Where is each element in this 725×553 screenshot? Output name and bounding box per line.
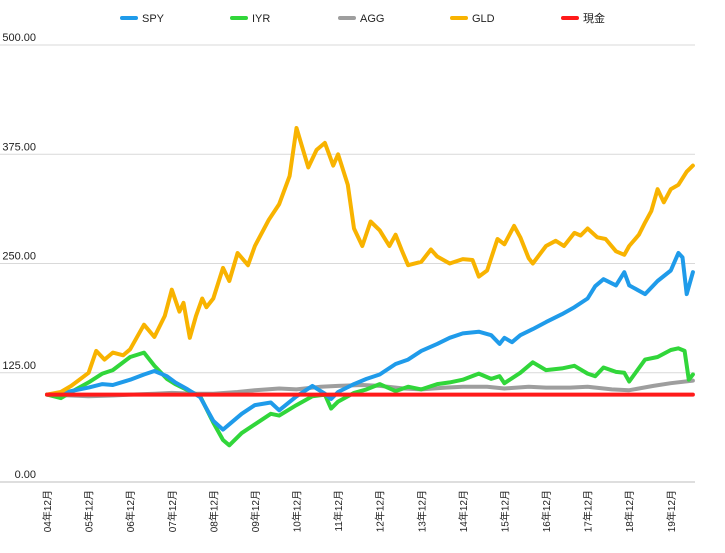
x-tick-label: 10年12月 [291, 490, 304, 532]
x-tick-label: 04年12月 [41, 490, 54, 532]
x-tick-label: 13年12月 [415, 490, 428, 532]
x-tick-label: 11年12月 [332, 490, 345, 532]
x-tick-label: 14年12月 [457, 490, 470, 532]
y-tick-label: 500.00 [2, 32, 36, 44]
legend: SPY IYR AGG GLD 現金 [120, 11, 605, 25]
series-lines [45, 126, 695, 448]
legend-label: AGG [360, 13, 384, 25]
x-tick-label: 16年12月 [540, 490, 553, 532]
y-tick-label: 125.00 [2, 360, 36, 372]
legend-label: SPY [142, 13, 165, 25]
y-tick-label: 250.00 [2, 251, 36, 263]
legend-item: IYR [230, 13, 270, 25]
x-tick-label: 06年12月 [124, 490, 137, 532]
x-tick-label: 15年12月 [498, 490, 511, 532]
x-tick-label: 18年12月 [623, 490, 636, 532]
legend-label: 現金 [583, 11, 605, 25]
legend-label: GLD [472, 13, 495, 25]
grid-lines [0, 44, 695, 483]
series-line-3 [45, 126, 695, 397]
y-tick-label: 0.00 [15, 469, 36, 481]
y-axis-tick-labels: 0.00 125.00 250.00 375.00 500.00 [2, 32, 36, 481]
legend-item: SPY [120, 13, 165, 25]
x-axis-tick-labels: 04年12月 05年12月 06年12月 07年12月 08年12月 09年12月 10年1… [41, 490, 678, 532]
x-tick-label: 12年12月 [374, 490, 387, 532]
legend-label: IYR [252, 13, 270, 25]
series-line-1 [45, 346, 695, 448]
x-tick-label: 05年12月 [83, 490, 96, 532]
x-tick-label: 19年12月 [665, 490, 678, 532]
x-tick-label: 09年12月 [249, 490, 262, 532]
series-line-0 [45, 251, 695, 432]
x-tick-label: 08年12月 [207, 490, 220, 532]
legend-item: 現金 [561, 11, 605, 25]
x-tick-label: 07年12月 [166, 490, 179, 532]
y-tick-label: 375.00 [2, 141, 36, 153]
legend-item: AGG [338, 13, 384, 25]
legend-item: GLD [450, 13, 495, 25]
x-tick-label: 17年12月 [582, 490, 595, 532]
